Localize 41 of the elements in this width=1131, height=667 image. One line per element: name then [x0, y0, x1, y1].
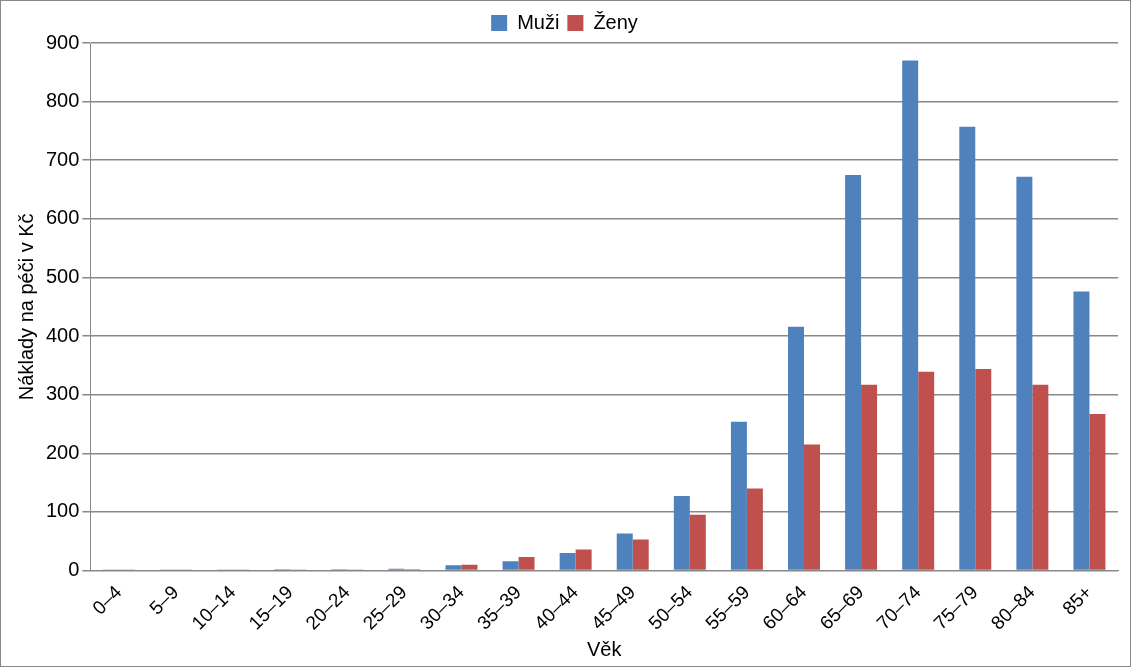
bar	[575, 549, 592, 570]
bar	[1032, 384, 1049, 570]
y-tick-label: 300	[45, 382, 80, 405]
bar	[730, 421, 747, 570]
bar	[975, 368, 992, 570]
bar	[861, 384, 878, 570]
bar	[445, 565, 462, 570]
bar	[845, 174, 862, 570]
y-tick-label: 800	[45, 89, 80, 112]
legend-label: Muži	[517, 10, 560, 33]
legend-label: Ženy	[593, 10, 638, 33]
bar	[959, 126, 976, 570]
y-tick-label: 400	[45, 323, 80, 346]
bar	[689, 514, 706, 570]
y-tick-label: 600	[45, 206, 80, 229]
bar	[1073, 291, 1090, 570]
y-tick-label: 0	[68, 558, 80, 581]
bar	[1089, 414, 1106, 570]
y-axis-title: Náklady na péči v Kč	[14, 213, 37, 401]
x-tick-label: 0–4	[88, 580, 126, 619]
bar	[502, 561, 519, 570]
y-tick-label: 100	[45, 499, 80, 522]
bar	[559, 552, 576, 570]
y-tick-label: 200	[45, 440, 80, 463]
y-tick-label: 900	[45, 30, 80, 53]
x-axis-title: Věk	[586, 637, 623, 660]
x-tick-label: 85+	[1058, 581, 1096, 619]
y-tick-label: 500	[45, 264, 80, 287]
x-tick-label: 5–9	[145, 581, 183, 619]
y-tick-label: 700	[45, 147, 80, 170]
bar	[902, 60, 919, 570]
bar	[616, 533, 633, 570]
bar	[788, 326, 804, 570]
bar	[673, 496, 690, 570]
bar	[1016, 176, 1033, 570]
bar	[461, 564, 478, 570]
bar	[918, 371, 935, 570]
bar	[746, 488, 763, 570]
bar	[804, 444, 820, 570]
bar	[632, 539, 649, 570]
bar	[518, 557, 535, 570]
